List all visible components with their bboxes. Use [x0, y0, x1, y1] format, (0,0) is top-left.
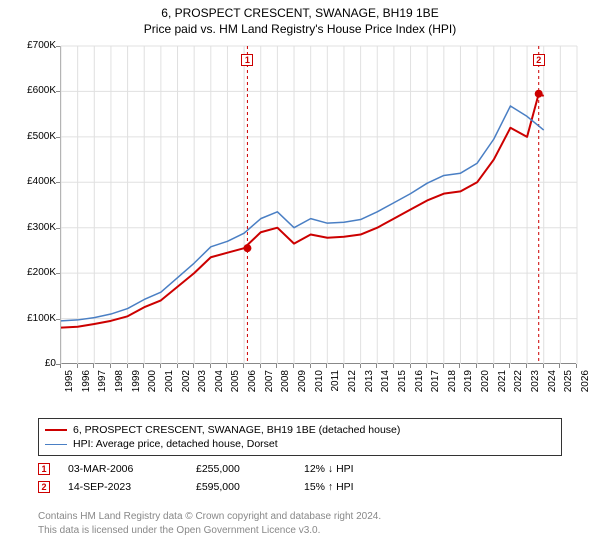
x-axis-label: 2001 — [164, 370, 175, 400]
x-axis-label: 2002 — [181, 370, 192, 400]
x-axis-label: 2021 — [497, 370, 508, 400]
sale-row: 2 14-SEP-2023 £595,000 15% ↑ HPI — [38, 478, 562, 496]
legend-label-hpi: HPI: Average price, detached house, Dors… — [73, 438, 278, 450]
x-axis-label: 2025 — [563, 370, 574, 400]
sale-marker: 2 — [38, 481, 50, 493]
y-axis-label: £500K — [18, 131, 56, 142]
plot-area: 12 — [60, 46, 576, 364]
x-axis-label: 1997 — [97, 370, 108, 400]
y-axis-label: £100K — [18, 313, 56, 324]
sale-price: £255,000 — [196, 463, 286, 475]
sale-marker: 1 — [38, 463, 50, 475]
x-axis-label: 2007 — [264, 370, 275, 400]
y-axis-label: £700K — [18, 40, 56, 51]
sale-diff: 15% ↑ HPI — [304, 481, 394, 493]
x-axis-label: 2000 — [147, 370, 158, 400]
chart-marker: 2 — [533, 54, 545, 66]
chart-svg — [61, 46, 577, 364]
x-axis-label: 2018 — [447, 370, 458, 400]
x-axis-label: 2003 — [197, 370, 208, 400]
y-axis-label: £300K — [18, 222, 56, 233]
x-axis-label: 2004 — [214, 370, 225, 400]
x-axis-label: 2014 — [380, 370, 391, 400]
x-axis-label: 2022 — [513, 370, 524, 400]
x-axis-label: 2012 — [347, 370, 358, 400]
sale-diff: 12% ↓ HPI — [304, 463, 394, 475]
legend-swatch-subject — [45, 429, 67, 431]
footer-line1: Contains HM Land Registry data © Crown c… — [38, 510, 562, 524]
legend-swatch-hpi — [45, 444, 67, 445]
sale-date: 14-SEP-2023 — [68, 481, 178, 493]
x-axis-label: 1998 — [114, 370, 125, 400]
footer-attribution: Contains HM Land Registry data © Crown c… — [38, 510, 562, 537]
chart-marker: 1 — [241, 54, 253, 66]
title-block: 6, PROSPECT CRESCENT, SWANAGE, BH19 1BE … — [0, 0, 600, 36]
legend-label-subject: 6, PROSPECT CRESCENT, SWANAGE, BH19 1BE … — [73, 424, 400, 436]
x-axis-label: 2019 — [463, 370, 474, 400]
title-subtitle: Price paid vs. HM Land Registry's House … — [0, 22, 600, 36]
x-axis-label: 2006 — [247, 370, 258, 400]
x-axis-label: 1999 — [131, 370, 142, 400]
footer-line2: This data is licensed under the Open Gov… — [38, 524, 562, 538]
legend: 6, PROSPECT CRESCENT, SWANAGE, BH19 1BE … — [38, 418, 562, 456]
sale-price: £595,000 — [196, 481, 286, 493]
legend-row-subject: 6, PROSPECT CRESCENT, SWANAGE, BH19 1BE … — [45, 423, 555, 437]
x-axis-label: 2017 — [430, 370, 441, 400]
x-axis-label: 2016 — [414, 370, 425, 400]
x-axis-label: 1995 — [64, 370, 75, 400]
x-axis-label: 2011 — [330, 370, 341, 400]
x-axis-label: 2008 — [280, 370, 291, 400]
sales-table: 1 03-MAR-2006 £255,000 12% ↓ HPI 2 14-SEP-202… — [38, 460, 562, 496]
y-axis-label: £400K — [18, 176, 56, 187]
y-axis-label: £0 — [18, 358, 56, 369]
sale-row: 1 03-MAR-2006 £255,000 12% ↓ HPI — [38, 460, 562, 478]
x-axis-label: 2020 — [480, 370, 491, 400]
x-axis-label: 2013 — [364, 370, 375, 400]
x-axis-label: 2010 — [314, 370, 325, 400]
x-axis-label: 2009 — [297, 370, 308, 400]
sale-date: 03-MAR-2006 — [68, 463, 178, 475]
y-axis-label: £200K — [18, 267, 56, 278]
x-axis-label: 2015 — [397, 370, 408, 400]
x-axis-label: 1996 — [81, 370, 92, 400]
x-axis-label: 2026 — [580, 370, 591, 400]
x-axis-label: 2024 — [547, 370, 558, 400]
y-axis-label: £600K — [18, 85, 56, 96]
legend-row-hpi: HPI: Average price, detached house, Dors… — [45, 437, 555, 451]
x-axis-label: 2023 — [530, 370, 541, 400]
x-axis-label: 2005 — [230, 370, 241, 400]
title-address: 6, PROSPECT CRESCENT, SWANAGE, BH19 1BE — [0, 6, 600, 20]
chart-area: 12 £0£100K£200K£300K£400K£500K£600K£700K… — [18, 42, 582, 412]
chart-container: 6, PROSPECT CRESCENT, SWANAGE, BH19 1BE … — [0, 0, 600, 560]
